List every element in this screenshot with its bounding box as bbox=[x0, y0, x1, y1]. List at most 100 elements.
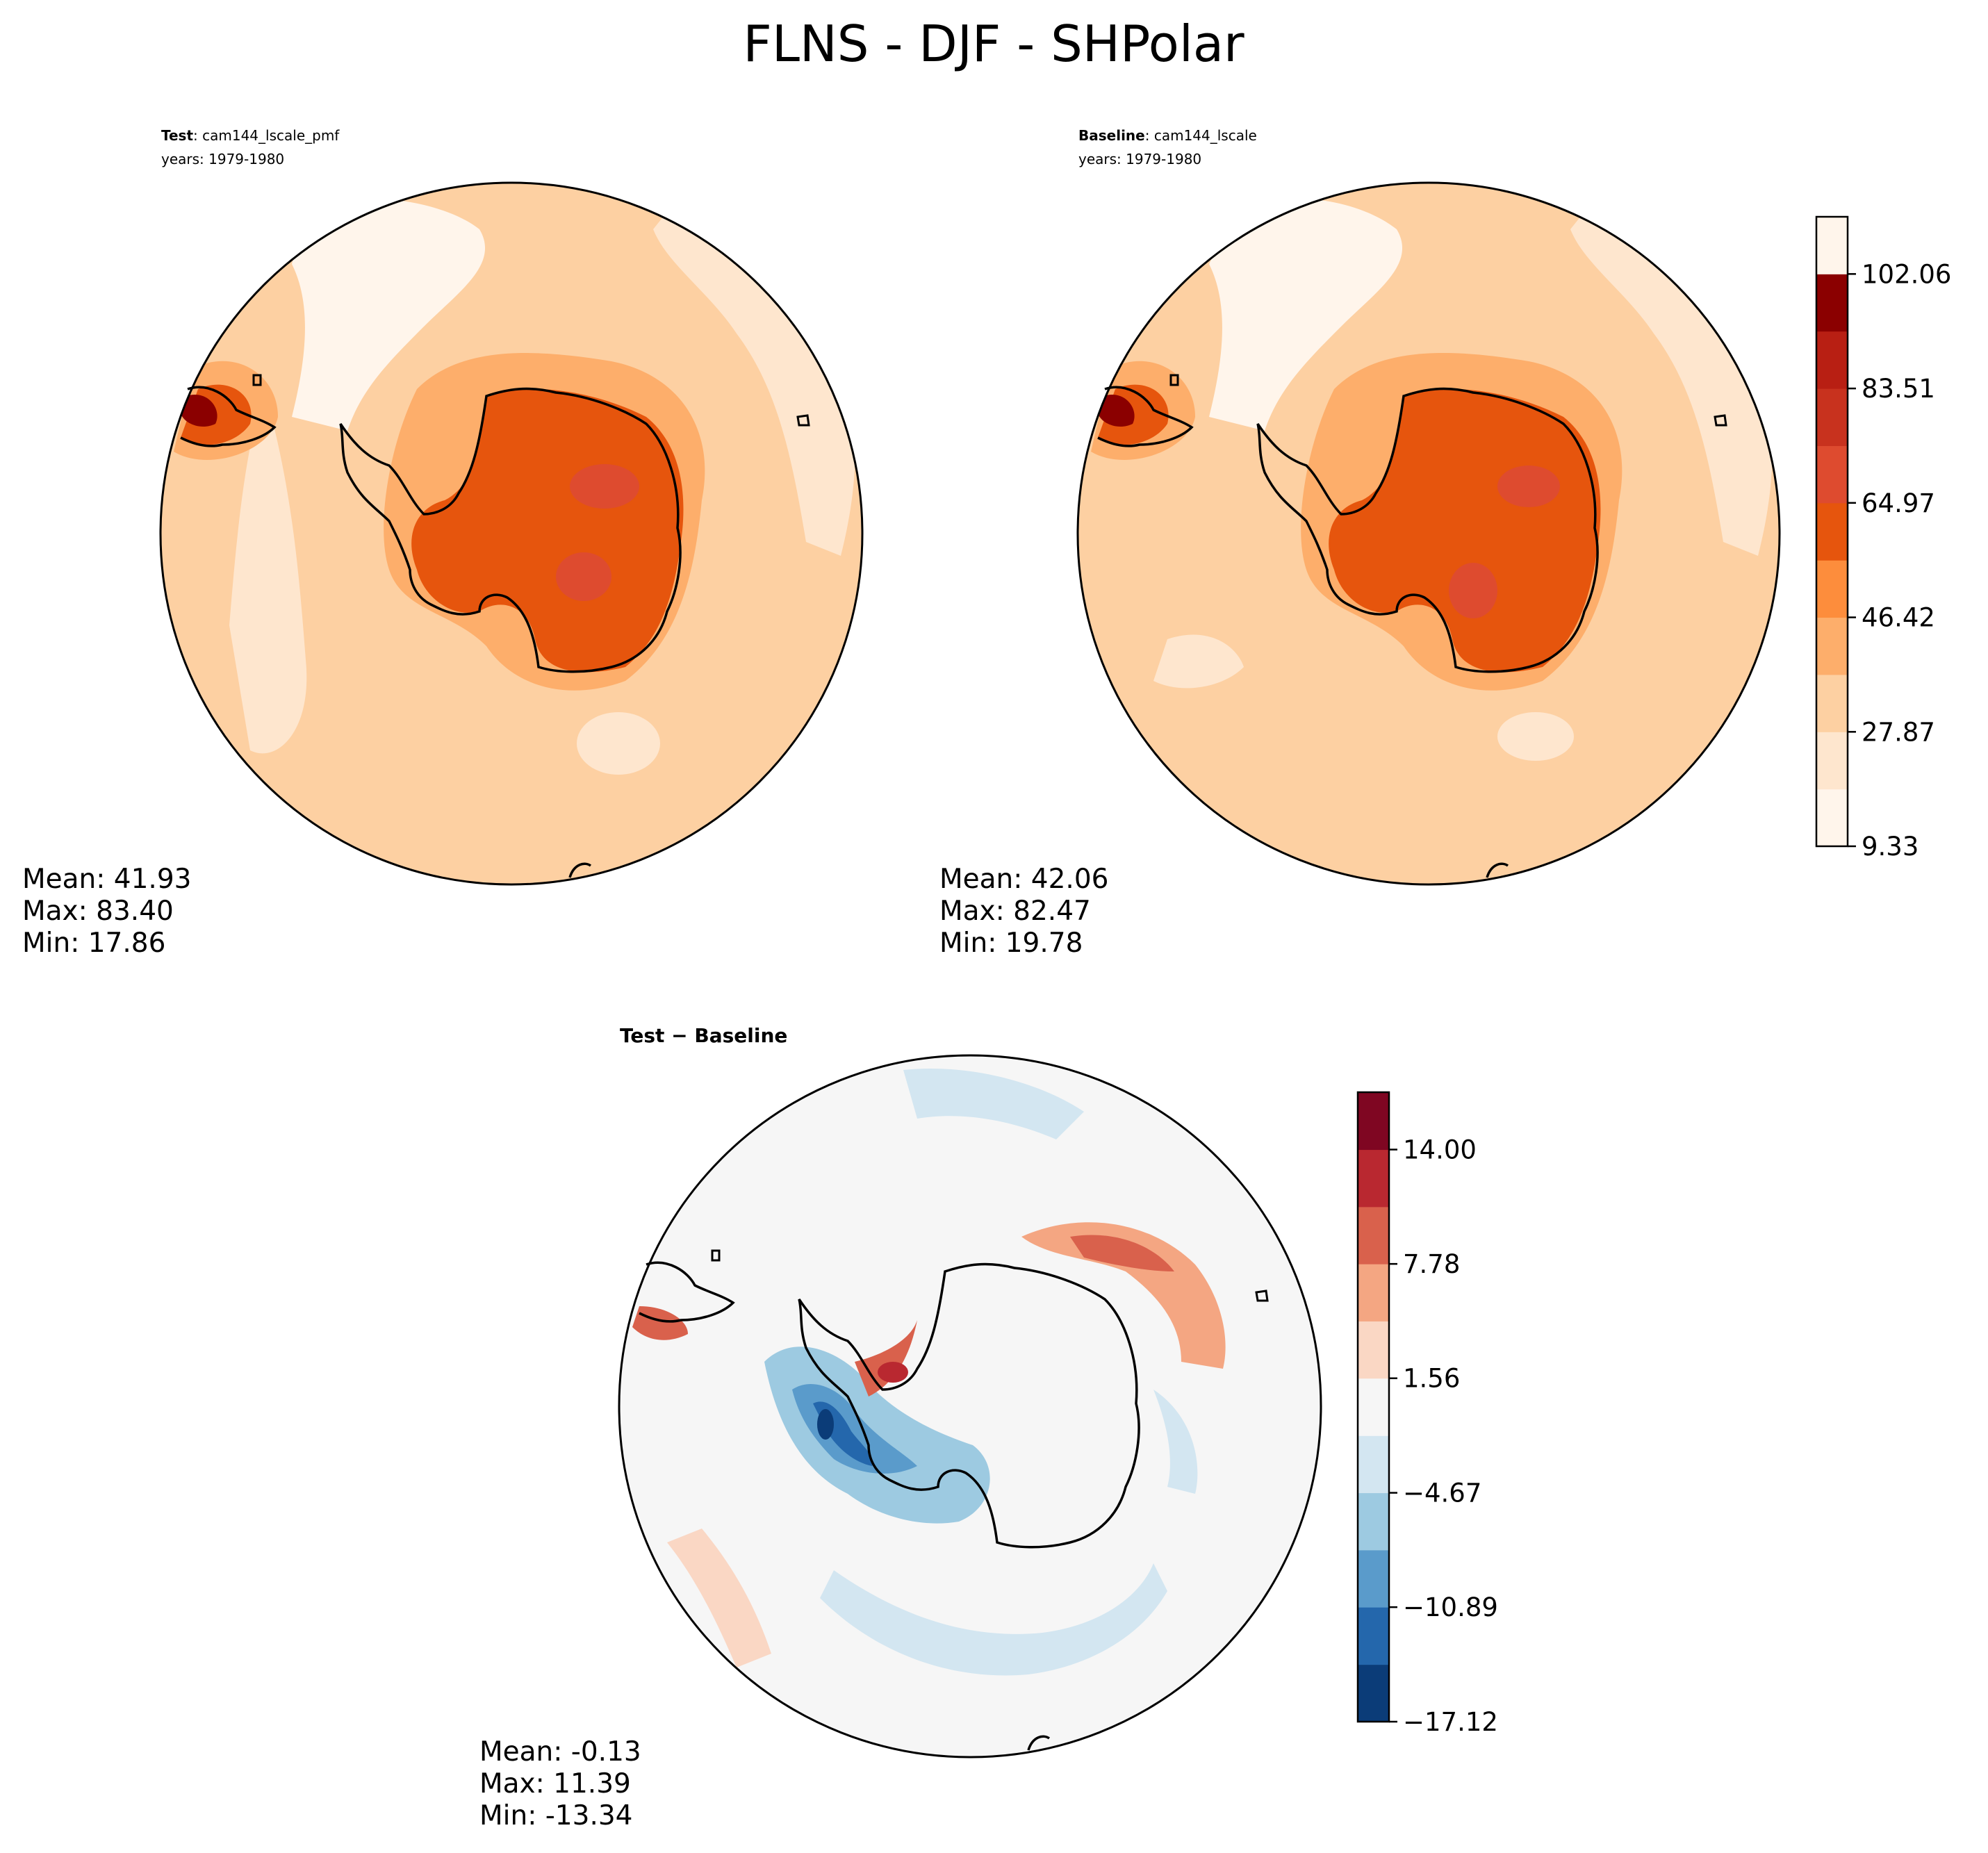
abs-colorbar-segment bbox=[1816, 445, 1848, 504]
diff-colorbar-tick-label: 14.00 bbox=[1403, 1135, 1477, 1165]
test-coastline bbox=[339, 387, 682, 673]
test-label: Test bbox=[161, 127, 193, 144]
test-antarctica-fill bbox=[411, 389, 684, 673]
abs-colorbar-segment bbox=[1816, 502, 1848, 561]
diff-colorbar-segment bbox=[1358, 1206, 1389, 1265]
abs-colorbar-segment bbox=[1816, 674, 1848, 732]
test-min: Min: 17.86 bbox=[22, 928, 165, 959]
abs-colorbar: 9.33 27.87 46.42 64.97 83.51 102.06 bbox=[1815, 215, 1951, 862]
diff-pos-peninsula-core bbox=[878, 1362, 908, 1383]
diff-falklands bbox=[711, 1249, 721, 1262]
test-map bbox=[161, 183, 862, 884]
baseline-light-patch-west bbox=[1153, 634, 1244, 689]
diff-neg-east bbox=[1153, 1390, 1198, 1494]
baseline-interior-max bbox=[1497, 466, 1560, 507]
diff-colorbar-segment bbox=[1358, 1492, 1389, 1551]
diff-pos-arc bbox=[1021, 1222, 1226, 1369]
diff-colorbar-segment bbox=[1358, 1549, 1389, 1608]
baseline-label-sep: : bbox=[1145, 127, 1154, 144]
test-mean: Mean: 41.93 bbox=[22, 864, 191, 895]
baseline-case-name: cam144_lscale bbox=[1154, 127, 1257, 144]
diff-panel: Test − Baseline Mean: -0.13 Max: 11.39 M… bbox=[479, 1024, 1322, 1831]
baseline-mean: Mean: 42.06 bbox=[939, 864, 1108, 895]
test-nz-coast bbox=[568, 862, 592, 878]
test-max: Max: 83.40 bbox=[22, 896, 174, 927]
diff-pos-west bbox=[667, 1529, 771, 1667]
baseline-years: years: 1979-1980 bbox=[1078, 151, 1201, 167]
test-sa-peak bbox=[181, 395, 217, 427]
diff-neg-arc-south bbox=[820, 1563, 1167, 1676]
diff-colorbar-segment bbox=[1358, 1264, 1389, 1321]
diff-colorbar-segment bbox=[1358, 1435, 1389, 1494]
baseline-interior-max-2 bbox=[1449, 563, 1497, 618]
diff-neg-min bbox=[817, 1409, 834, 1440]
diff-colorbar-segment bbox=[1358, 1092, 1389, 1151]
baseline-coastline bbox=[1256, 387, 1599, 673]
diff-colorbar-tick-label: −10.89 bbox=[1403, 1592, 1498, 1622]
baseline-panel: Baseline: cam144_lscale years: 1979-1980… bbox=[939, 127, 1781, 959]
diff-pos-peninsula bbox=[855, 1320, 917, 1397]
baseline-sa-peak bbox=[1098, 395, 1135, 427]
baseline-label: Baseline bbox=[1078, 127, 1145, 144]
test-light-band-east bbox=[653, 195, 855, 556]
abs-colorbar-segment bbox=[1816, 217, 1848, 274]
baseline-map bbox=[1078, 183, 1780, 884]
test-interior-max bbox=[570, 464, 639, 509]
baseline-map-frame bbox=[1076, 181, 1781, 886]
diff-colorbar-segment bbox=[1358, 1607, 1389, 1665]
abs-colorbar-tick-label: 83.51 bbox=[1862, 374, 1935, 404]
baseline-max: Max: 82.47 bbox=[939, 896, 1091, 927]
abs-colorbar-tick-label: 46.42 bbox=[1862, 603, 1935, 633]
diff-map-frame bbox=[618, 1054, 1322, 1759]
diff-colorbar-segment bbox=[1358, 1378, 1389, 1436]
abs-colorbar-segment bbox=[1816, 789, 1848, 847]
diff-title: Test − Baseline bbox=[620, 1024, 787, 1047]
abs-colorbar-segment bbox=[1816, 617, 1848, 675]
diff-colorbar-segment bbox=[1358, 1321, 1389, 1379]
diff-colorbar-segment bbox=[1358, 1149, 1389, 1208]
diff-south-america-coast bbox=[639, 1261, 735, 1323]
baseline-min: Min: 19.78 bbox=[939, 928, 1083, 959]
test-light-patch bbox=[577, 712, 660, 775]
baseline-light-band bbox=[1209, 198, 1403, 431]
baseline-island bbox=[1714, 414, 1727, 427]
test-subtitle: Test: cam144_lscale_pmf bbox=[161, 127, 340, 144]
diff-mean: Mean: -0.13 bbox=[479, 1736, 641, 1768]
diff-colorbar-tick-label: 7.78 bbox=[1403, 1249, 1460, 1279]
test-case-name: cam144_lscale_pmf bbox=[202, 127, 340, 144]
baseline-south-america-coast bbox=[1097, 386, 1194, 447]
abs-colorbar-outline bbox=[1815, 215, 1849, 848]
abs-colorbar-segment bbox=[1816, 560, 1848, 618]
test-years: years: 1979-1980 bbox=[161, 151, 284, 167]
abs-colorbar-segment bbox=[1816, 331, 1848, 389]
diff-colorbar-tick-label: −4.67 bbox=[1403, 1479, 1481, 1508]
diff-coastline bbox=[798, 1262, 1140, 1549]
test-panel: Test: cam144_lscale_pmf years: 1979-1980… bbox=[22, 127, 864, 959]
test-falklands bbox=[252, 374, 262, 386]
abs-colorbar-segment bbox=[1816, 388, 1848, 446]
test-south-america-coast bbox=[180, 386, 277, 447]
test-light-band-west bbox=[229, 389, 307, 754]
test-island bbox=[796, 414, 810, 427]
abs-colorbar-segment bbox=[1816, 732, 1848, 790]
diff-colorbar-segment bbox=[1358, 1664, 1389, 1722]
abs-colorbar-tick-label: 102.06 bbox=[1862, 259, 1951, 289]
abs-colorbar-segment bbox=[1816, 274, 1848, 332]
abs-colorbar-tick-label: 64.97 bbox=[1862, 488, 1935, 518]
diff-colorbar-tick-label: 1.56 bbox=[1403, 1364, 1460, 1394]
diff-min: Min: -13.34 bbox=[479, 1800, 632, 1831]
abs-colorbar-tick-label: 27.87 bbox=[1862, 717, 1935, 747]
diff-nz-coast bbox=[1027, 1735, 1051, 1751]
baseline-falklands bbox=[1169, 374, 1179, 386]
abs-colorbar-tick-label: 9.33 bbox=[1862, 832, 1919, 862]
diff-colorbar-outline bbox=[1356, 1091, 1390, 1723]
baseline-nz-coast bbox=[1486, 862, 1509, 878]
diff-island bbox=[1255, 1290, 1269, 1302]
diff-colorbar: −17.12 −10.89 −4.67 1.56 7.78 14.00 bbox=[1356, 1091, 1498, 1737]
diff-colorbar-tick-label: −17.12 bbox=[1403, 1707, 1498, 1737]
diff-max: Max: 11.39 bbox=[479, 1768, 631, 1800]
diff-pos-arc-core bbox=[1070, 1235, 1174, 1271]
test-interior-max-2 bbox=[556, 552, 611, 601]
test-light-band bbox=[292, 198, 486, 431]
